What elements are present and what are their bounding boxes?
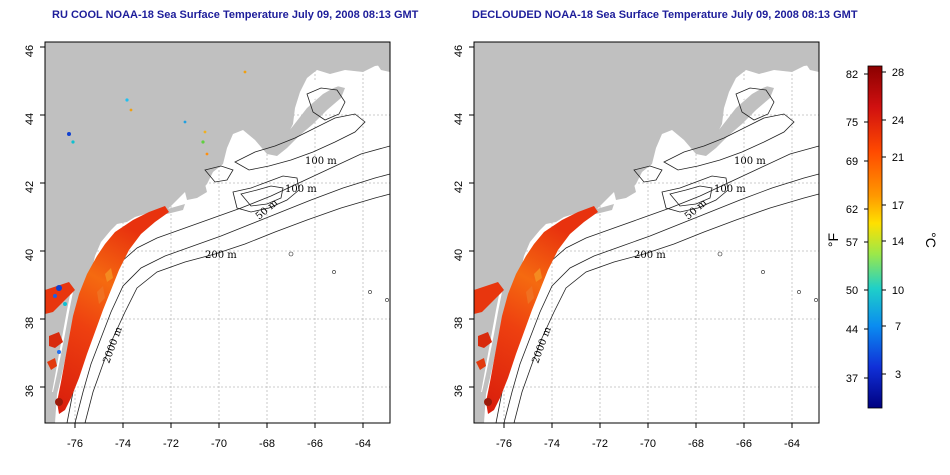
lat-tick: 38	[24, 317, 36, 329]
left-map-title: RU COOL NOAA-18 Sea Surface Temperature …	[52, 9, 419, 21]
lon-tick: -70	[211, 438, 227, 450]
lat-tick: 42	[24, 181, 36, 193]
lat-tick: 46	[24, 45, 36, 57]
lon-tick: -72	[592, 438, 608, 450]
lon-tick: -64	[784, 438, 800, 450]
lon-tick: -66	[307, 438, 323, 450]
lon-tick: -70	[640, 438, 656, 450]
lon-tick: -74	[544, 438, 560, 450]
c-tick: 17	[892, 200, 904, 212]
lat-tick: 44	[24, 113, 36, 125]
lat-tick: 44	[453, 113, 465, 125]
c-tick: 21	[892, 152, 904, 164]
f-tick: 37	[846, 373, 858, 385]
lat-tick: 42	[453, 181, 465, 193]
right-map-title: DECLOUDED NOAA-18 Sea Surface Temperatur…	[472, 9, 858, 21]
c-tick: 28	[892, 67, 904, 79]
lon-tick: -76	[496, 438, 512, 450]
contour-label-200m: 200 m	[634, 250, 666, 261]
contour-label-100m-a: 100 m	[734, 156, 766, 167]
lat-tick: 40	[24, 249, 36, 261]
c-tick: 14	[892, 236, 904, 248]
f-tick: 62	[846, 204, 858, 216]
contour-label-100m-b: 100 m	[285, 184, 317, 195]
left-sst-map: 100 m 100 m 50 m 200 m 2000 m	[44, 41, 391, 424]
lon-tick: -76	[67, 438, 83, 450]
contour-label-200m: 200 m	[205, 250, 237, 261]
left-axis-ticks: -76 -74 -72 -70 -68 -66 -64 36 38 40 42 …	[24, 45, 371, 450]
lon-tick: -68	[259, 438, 275, 450]
lat-tick: 40	[453, 249, 465, 261]
lon-tick: -74	[115, 438, 131, 450]
f-tick: 50	[846, 285, 858, 297]
lon-tick: -68	[688, 438, 704, 450]
tick-marks	[40, 46, 793, 428]
c-tick: 24	[892, 115, 904, 127]
c-tick: 7	[895, 321, 901, 333]
lon-tick: -64	[355, 438, 371, 450]
color-bar-gradient	[867, 65, 883, 409]
right-axis-ticks: -76 -74 -72 -70 -68 -66 -64 36 38 40 42 …	[453, 45, 800, 450]
f-tick: 57	[846, 237, 858, 249]
lat-tick: 36	[453, 385, 465, 397]
fahrenheit-label: °F	[825, 233, 841, 247]
f-tick: 69	[846, 156, 858, 168]
lon-tick: -72	[163, 438, 179, 450]
lat-tick: 38	[453, 317, 465, 329]
lon-tick: -66	[736, 438, 752, 450]
right-sst-map: 100 m 100 m 50 m 200 m 2000 m	[473, 41, 820, 424]
contour-label-100m-a: 100 m	[305, 156, 337, 167]
color-bar: 82 75 69 62 57 50 44 37 28 24 21 17 14 1…	[825, 65, 939, 409]
f-tick: 44	[846, 324, 858, 336]
c-tick: 3	[895, 369, 901, 381]
lat-tick: 36	[24, 385, 36, 397]
c-tick: 10	[892, 285, 904, 297]
f-tick: 82	[846, 69, 858, 81]
contour-label-100m-b: 100 m	[714, 184, 746, 195]
f-tick: 75	[846, 117, 858, 129]
celsius-label: °C	[923, 232, 939, 248]
lat-tick: 46	[453, 45, 465, 57]
